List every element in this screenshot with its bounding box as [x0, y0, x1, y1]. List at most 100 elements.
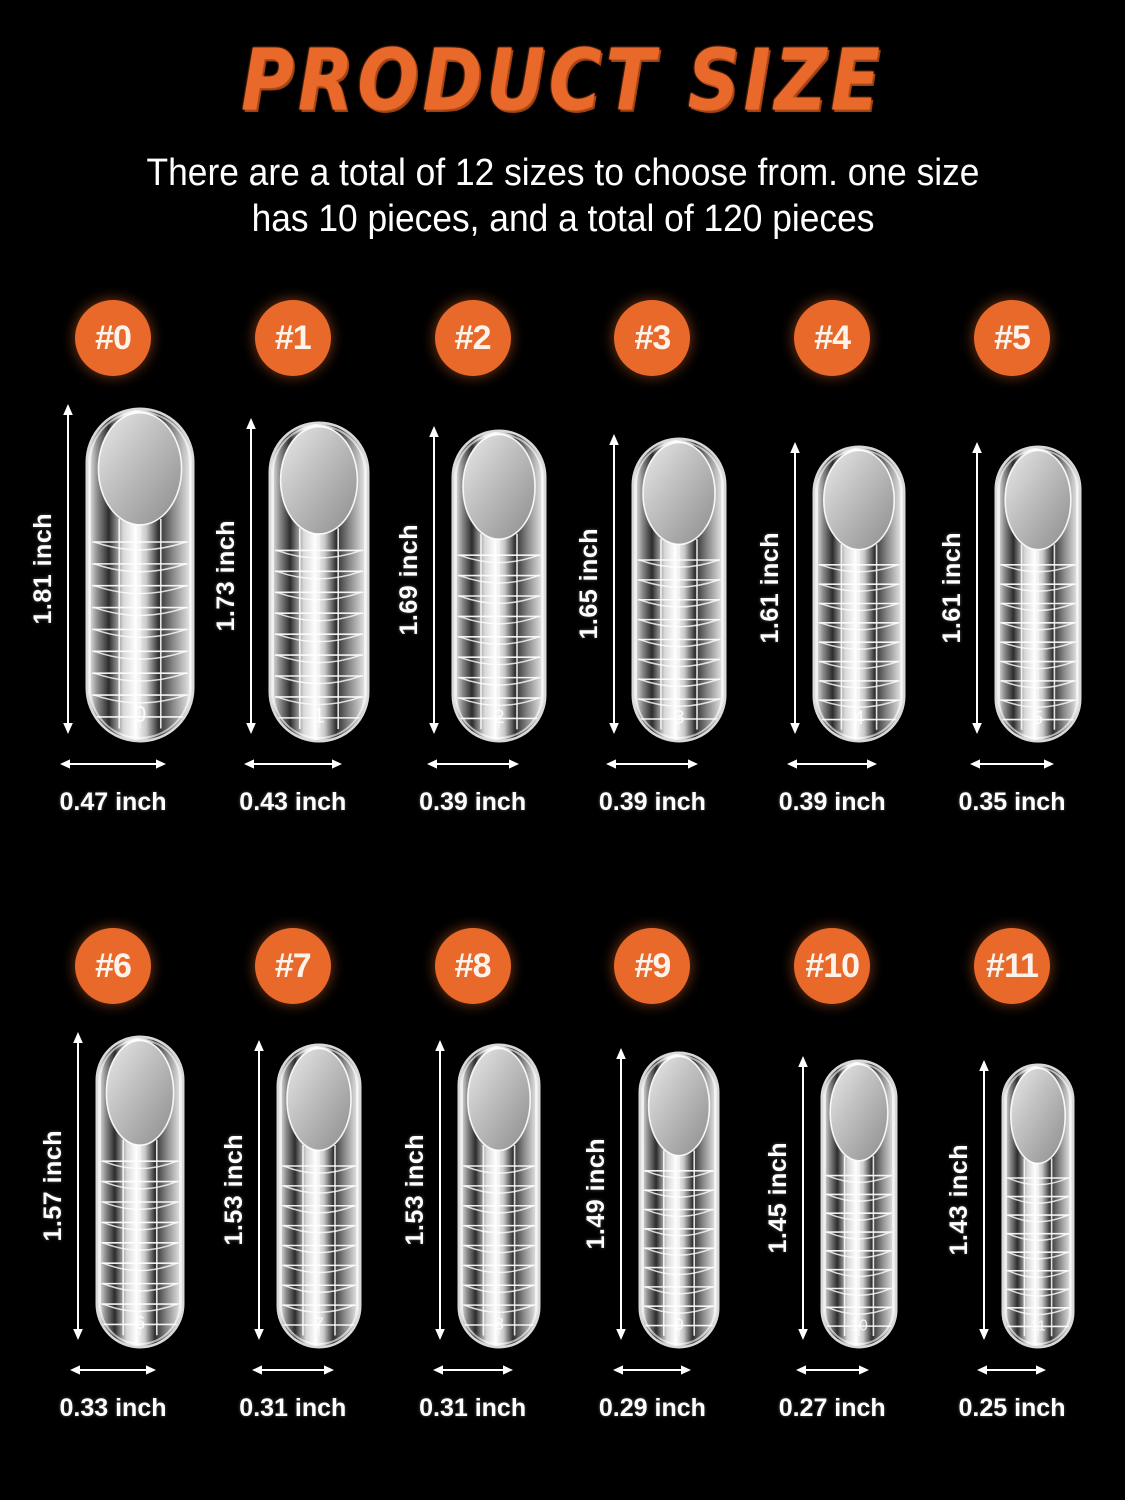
width-label: 0.27 inch — [778, 1394, 886, 1422]
width-label: 0.31 inch — [419, 1394, 527, 1422]
nail-form-graphic: 7 — [276, 1043, 362, 1349]
nail-form[interactable]: 11 — [998, 1060, 1078, 1352]
length-label: 1.53 inch — [220, 1134, 249, 1246]
length-label: 1.73 inch — [212, 520, 241, 632]
length-label: 1.65 inch — [574, 528, 603, 640]
size-badge-4[interactable]: #4 — [794, 300, 871, 376]
nail-form-graphic: 10 — [820, 1059, 898, 1349]
nail-form[interactable]: 8 — [454, 1040, 544, 1352]
size-cell[interactable]: #11 1.43 inch — [933, 928, 1091, 1423]
length-label: 1.45 inch — [763, 1142, 792, 1254]
width-dimension-arrow — [787, 759, 878, 769]
size-badge-0[interactable]: #0 — [75, 300, 151, 376]
width-dimension-arrow — [613, 1365, 692, 1375]
width-label: 0.35 inch — [958, 788, 1066, 816]
length-dimension-arrow — [254, 1040, 265, 1340]
nail-form[interactable]: 2 — [448, 426, 550, 746]
length-label: 1.49 inch — [581, 1138, 610, 1250]
size-badge-8[interactable]: #8 — [434, 928, 511, 1004]
width-dimension-arrow — [969, 759, 1054, 769]
length-dimension-arrow — [435, 1040, 445, 1340]
nail-form[interactable]: 4 — [809, 442, 909, 746]
nail-form[interactable]: 5 — [991, 442, 1085, 746]
width-dimension-arrow — [606, 759, 699, 769]
length-dimension-arrow — [979, 1060, 990, 1340]
width-label: 0.47 inch — [59, 788, 167, 816]
svg-text:2: 2 — [494, 706, 505, 728]
width-dimension-arrow — [977, 1365, 1047, 1375]
nail-form-graphic: 8 — [457, 1043, 541, 1349]
size-badge-10[interactable]: #10 — [794, 928, 871, 1004]
length-dimension: 1.57 inch — [39, 1032, 86, 1340]
length-dimension: 1.45 inch — [764, 1056, 811, 1340]
width-dimension: 0.33 inch — [60, 1362, 167, 1423]
size-cell[interactable]: #7 1.53 inch — [214, 928, 372, 1423]
size-badge-7[interactable]: #7 — [254, 928, 331, 1004]
nail-form[interactable]: 0 — [82, 404, 198, 746]
size-badge-3[interactable]: #3 — [614, 300, 691, 376]
size-badge-6[interactable]: #6 — [75, 928, 151, 1004]
svg-text:9: 9 — [674, 1315, 683, 1334]
nail-form[interactable]: 10 — [817, 1056, 901, 1352]
length-dimension-arrow — [609, 434, 619, 734]
size-cell[interactable]: #8 1.53 inch — [394, 928, 552, 1423]
size-badge-1[interactable]: #1 — [254, 300, 331, 376]
width-dimension: 0.29 inch — [599, 1362, 706, 1423]
nail-form[interactable]: 1 — [265, 418, 373, 746]
nail-form-graphic: 11 — [1001, 1063, 1075, 1349]
size-badge-11[interactable]: #11 — [973, 928, 1050, 1004]
nail-form-graphic: 5 — [994, 445, 1082, 743]
size-badge-9[interactable]: #9 — [614, 928, 691, 1004]
size-cell[interactable]: #2 1.69 inch — [394, 300, 552, 817]
width-dimension: 0.47 inch — [60, 756, 167, 817]
nail-form-graphic: 2 — [451, 429, 547, 743]
form-with-length-dimension: 1.73 inch — [212, 418, 373, 746]
svg-text:5: 5 — [1033, 708, 1043, 728]
width-label: 0.39 inch — [598, 788, 706, 816]
nail-form[interactable]: 7 — [273, 1040, 365, 1352]
width-dimension: 0.35 inch — [958, 756, 1065, 817]
width-label: 0.33 inch — [59, 1394, 167, 1422]
svg-text:1: 1 — [313, 705, 325, 728]
width-dimension: 0.43 inch — [239, 756, 346, 817]
width-dimension-arrow — [426, 759, 519, 769]
nail-form-graphic: 3 — [631, 437, 727, 743]
length-label: 1.57 inch — [38, 1130, 67, 1242]
svg-text:3: 3 — [673, 707, 684, 729]
width-dimension-arrow — [243, 759, 342, 769]
width-dimension: 0.25 inch — [958, 1362, 1065, 1423]
length-dimension: 1.69 inch — [395, 426, 442, 734]
length-dimension-arrow — [789, 442, 800, 734]
form-with-length-dimension: 1.57 inch — [34, 1032, 192, 1352]
form-with-length-dimension: 1.61 inch — [933, 442, 1091, 746]
width-dimension-arrow — [70, 1365, 156, 1375]
size-cell[interactable]: #4 1.61 inch — [753, 300, 911, 817]
length-label: 1.61 inch — [755, 532, 784, 644]
svg-text:4: 4 — [853, 707, 864, 729]
nail-form-graphic: 4 — [812, 445, 906, 743]
nail-form[interactable]: 3 — [628, 434, 730, 746]
nail-form[interactable]: 6 — [92, 1032, 188, 1352]
svg-text:8: 8 — [494, 1314, 504, 1334]
size-cell[interactable]: #1 1.73 inch — [212, 300, 373, 817]
nail-form[interactable]: 9 — [635, 1048, 723, 1352]
nail-form-graphic: 1 — [268, 421, 370, 743]
form-with-length-dimension: 1.49 inch — [573, 1048, 731, 1352]
width-dimension: 0.39 inch — [779, 756, 886, 817]
size-cell[interactable]: #9 1.49 inch — [573, 928, 731, 1423]
size-badge-2[interactable]: #2 — [434, 300, 511, 376]
page-subtitle: There are a total of 12 sizes to choose … — [93, 104, 1032, 243]
size-cell[interactable]: #6 1.57 inch — [34, 928, 192, 1423]
size-cell[interactable]: #3 1.65 inch — [573, 300, 731, 817]
size-cell[interactable]: #5 1.61 inch — [933, 300, 1091, 817]
size-cell[interactable]: #0 1.81 inch — [29, 300, 194, 817]
size-cell[interactable]: #10 1.45 inch — [753, 928, 911, 1423]
length-label: 1.61 inch — [938, 532, 967, 644]
size-badge-5[interactable]: #5 — [973, 300, 1050, 376]
length-dimension: 1.61 inch — [938, 442, 985, 734]
length-dimension-arrow — [72, 1032, 83, 1340]
form-with-length-dimension: 1.61 inch — [753, 442, 911, 746]
width-label: 0.31 inch — [239, 1394, 347, 1422]
nail-form-graphic: 6 — [95, 1035, 184, 1349]
length-dimension-arrow — [616, 1048, 626, 1340]
